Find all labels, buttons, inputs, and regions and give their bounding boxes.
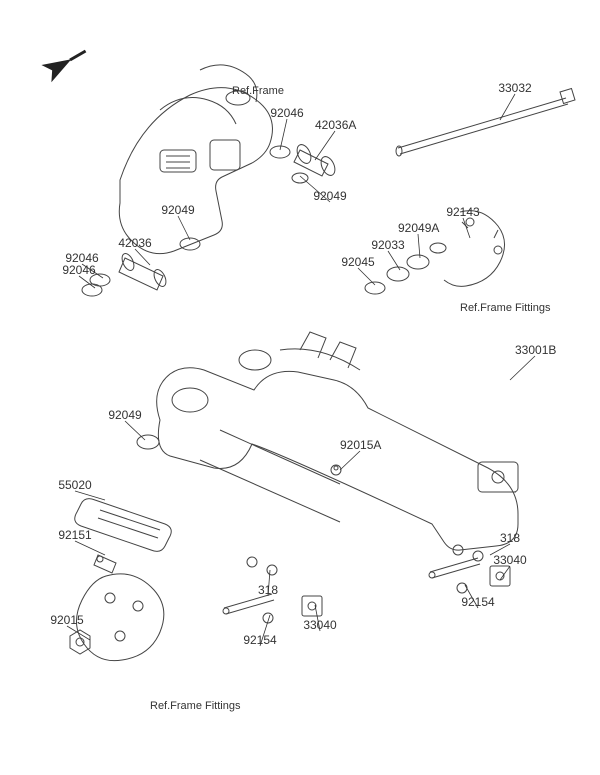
leaders bbox=[67, 94, 535, 646]
callout-92046: 92046 bbox=[267, 107, 307, 119]
callout-318: 318 bbox=[248, 584, 288, 596]
orientation-arrow bbox=[43, 43, 90, 81]
callout-33040: 33040 bbox=[490, 554, 530, 566]
callout-92049: 92049 bbox=[158, 204, 198, 216]
callout-33032: 33032 bbox=[495, 82, 535, 94]
callout-92049: 92049 bbox=[105, 409, 145, 421]
callout-92151: 92151 bbox=[55, 529, 95, 541]
callout-92049: 92049 bbox=[310, 190, 350, 202]
callout-33040: 33040 bbox=[300, 619, 340, 631]
callout-318: 318 bbox=[490, 532, 530, 544]
ref-label: Ref.Frame Fittings bbox=[150, 700, 240, 712]
callout-92154: 92154 bbox=[240, 634, 280, 646]
callout-92046: 92046 bbox=[59, 264, 99, 276]
callout-92049A: 92049A bbox=[398, 222, 438, 234]
swingarm bbox=[157, 332, 518, 550]
callout-92045: 92045 bbox=[338, 256, 378, 268]
callout-42036: 42036 bbox=[115, 237, 155, 249]
callout-33001B: 33001B bbox=[515, 344, 555, 356]
pivot-shaft bbox=[396, 88, 575, 156]
callout-92033: 92033 bbox=[368, 239, 408, 251]
diagram-stage: 33032 92046 42036A 92049 92049 42036 92046 9204… bbox=[0, 0, 600, 775]
callout-92143: 92143 bbox=[443, 206, 483, 218]
ref-label: Ref.Frame bbox=[232, 85, 284, 97]
callout-42036A: 42036A bbox=[315, 119, 355, 131]
callout-55020: 55020 bbox=[55, 479, 95, 491]
ref-label: Ref.Frame Fittings bbox=[460, 302, 550, 314]
pivot-seal-left bbox=[137, 435, 159, 449]
callout-92015A: 92015A bbox=[340, 439, 380, 451]
callout-92154: 92154 bbox=[458, 596, 498, 608]
callout-92015: 92015 bbox=[47, 614, 87, 626]
